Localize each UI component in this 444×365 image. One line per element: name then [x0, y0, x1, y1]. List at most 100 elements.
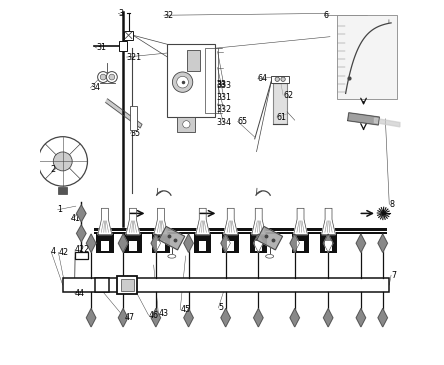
- Bar: [94, 228, 388, 231]
- Polygon shape: [378, 309, 388, 327]
- Text: 42: 42: [58, 248, 68, 257]
- Bar: [187, 50, 200, 70]
- Text: 421: 421: [75, 253, 90, 262]
- Circle shape: [98, 72, 108, 82]
- Bar: [199, 241, 206, 251]
- Circle shape: [183, 121, 190, 128]
- Circle shape: [107, 72, 117, 82]
- Polygon shape: [221, 309, 230, 327]
- Polygon shape: [252, 208, 266, 234]
- Polygon shape: [151, 234, 161, 252]
- Bar: [96, 234, 114, 253]
- Bar: [121, 279, 134, 291]
- Text: 4: 4: [51, 247, 56, 256]
- Circle shape: [109, 74, 115, 80]
- Text: 5: 5: [218, 303, 223, 312]
- Bar: [75, 251, 88, 259]
- Polygon shape: [356, 234, 365, 252]
- Polygon shape: [221, 234, 230, 252]
- Polygon shape: [98, 208, 112, 234]
- Polygon shape: [76, 205, 86, 222]
- Text: 35: 35: [131, 129, 140, 138]
- Bar: [177, 117, 195, 132]
- Circle shape: [38, 137, 87, 186]
- Text: 422: 422: [75, 245, 90, 254]
- Ellipse shape: [168, 254, 176, 258]
- Text: 1: 1: [58, 205, 63, 214]
- Text: 47: 47: [125, 313, 135, 322]
- Text: 43: 43: [159, 309, 168, 318]
- Text: 2: 2: [50, 165, 56, 174]
- Text: 3: 3: [119, 9, 123, 18]
- Bar: [250, 234, 267, 253]
- Text: 34: 34: [91, 84, 100, 92]
- Text: 45: 45: [180, 305, 190, 314]
- Circle shape: [53, 152, 72, 171]
- Bar: [325, 241, 332, 251]
- Polygon shape: [106, 99, 142, 128]
- Text: 8: 8: [389, 200, 394, 209]
- Text: 321: 321: [127, 53, 142, 62]
- Polygon shape: [290, 309, 299, 327]
- Bar: [94, 231, 388, 234]
- Bar: [255, 241, 262, 251]
- Polygon shape: [293, 208, 307, 234]
- Text: 65: 65: [238, 117, 248, 126]
- Bar: [271, 76, 289, 82]
- Polygon shape: [290, 234, 299, 252]
- Text: 7: 7: [391, 271, 396, 280]
- Text: 41: 41: [71, 214, 81, 223]
- Bar: [129, 241, 137, 251]
- Polygon shape: [254, 309, 263, 327]
- Text: 334: 334: [217, 118, 231, 127]
- Bar: [297, 241, 304, 251]
- Text: 62: 62: [283, 91, 293, 100]
- Polygon shape: [119, 309, 128, 327]
- Polygon shape: [348, 113, 379, 125]
- Polygon shape: [224, 208, 238, 234]
- Polygon shape: [154, 208, 168, 234]
- Polygon shape: [321, 208, 336, 234]
- Bar: [124, 31, 133, 39]
- Polygon shape: [76, 225, 86, 242]
- Bar: [222, 234, 239, 253]
- Text: 33: 33: [217, 80, 226, 89]
- Text: 64: 64: [258, 74, 268, 83]
- Polygon shape: [374, 118, 400, 127]
- Bar: [320, 234, 337, 253]
- Text: 32: 32: [164, 11, 174, 20]
- Bar: [292, 234, 309, 253]
- Circle shape: [172, 72, 193, 92]
- Text: 333: 333: [217, 81, 231, 89]
- Polygon shape: [159, 226, 185, 250]
- Polygon shape: [87, 234, 96, 252]
- Polygon shape: [184, 234, 193, 252]
- Polygon shape: [254, 234, 263, 252]
- Bar: [227, 241, 234, 251]
- Polygon shape: [356, 309, 365, 327]
- Text: 331: 331: [217, 93, 231, 101]
- Bar: [119, 41, 127, 50]
- Bar: [337, 15, 396, 99]
- Polygon shape: [323, 309, 333, 327]
- Ellipse shape: [266, 254, 274, 258]
- Polygon shape: [151, 309, 161, 327]
- Polygon shape: [196, 208, 210, 234]
- Polygon shape: [87, 309, 96, 327]
- Polygon shape: [323, 234, 333, 252]
- Bar: [273, 82, 287, 124]
- Ellipse shape: [275, 77, 279, 81]
- Text: 46: 46: [149, 311, 159, 320]
- Bar: [157, 241, 165, 251]
- Bar: [101, 241, 108, 251]
- Text: 31: 31: [96, 43, 107, 53]
- Text: 61: 61: [277, 112, 286, 122]
- Bar: [152, 234, 170, 253]
- Text: 6: 6: [324, 11, 329, 20]
- Bar: [58, 187, 67, 194]
- Polygon shape: [257, 226, 282, 250]
- Bar: [167, 44, 215, 117]
- Text: i: i: [388, 19, 389, 23]
- Circle shape: [177, 76, 188, 88]
- Polygon shape: [119, 234, 128, 252]
